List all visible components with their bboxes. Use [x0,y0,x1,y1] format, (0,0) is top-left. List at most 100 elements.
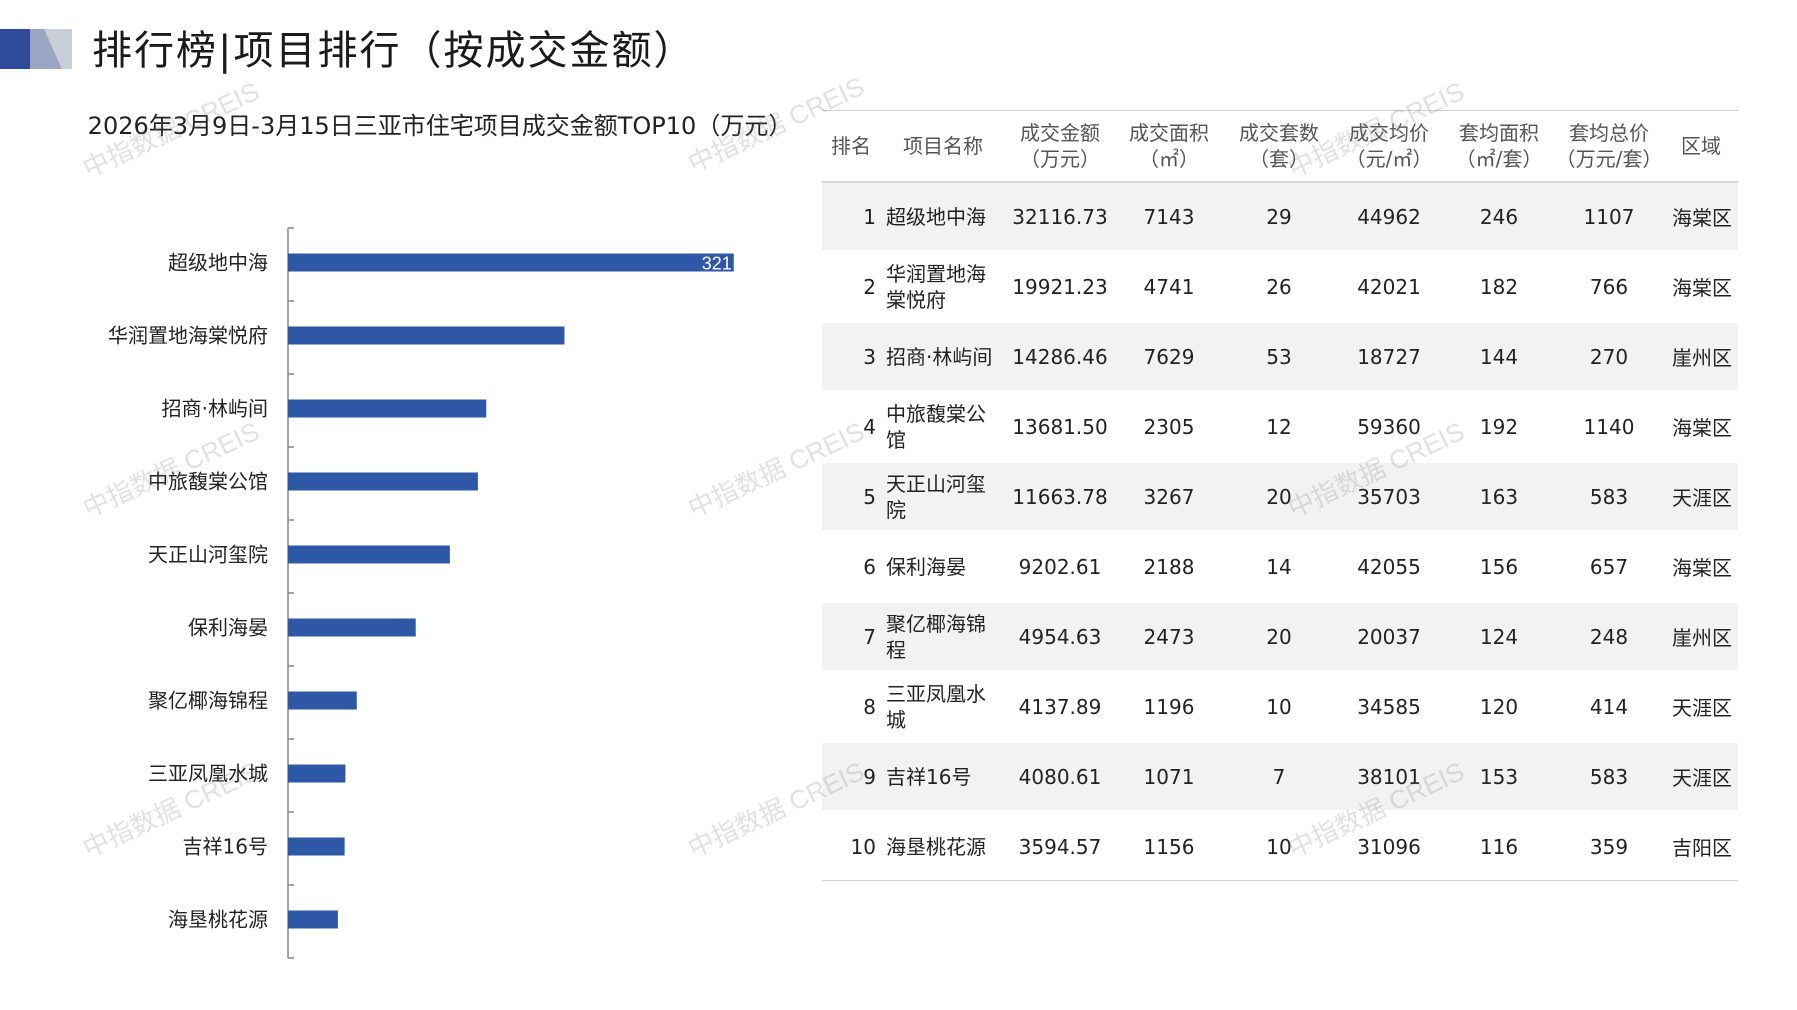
bar-4 [288,472,478,491]
table-cell: 10 [822,811,880,881]
table-cell: 766 [1554,251,1664,323]
table-cell: 华润置地海棠悦府 [880,251,1006,323]
category-label: 海垦桃花源 [168,908,268,932]
column-header: 成交均价 （元/㎡） [1345,121,1433,171]
table-cell: 44962 [1334,182,1444,253]
table-cell: 53 [1224,321,1334,393]
table-cell: 156 [1444,531,1554,603]
bar-5 [288,545,450,564]
column-header: 区域 [1681,134,1721,158]
table-cell: 42055 [1334,531,1444,603]
data-label: 321 [702,254,732,274]
table-cell: 31096 [1334,811,1444,881]
category-label: 招商·林屿间 [162,397,268,421]
category-label: 聚亿椰海锦程 [148,689,268,713]
column-header: 排名 [831,134,871,158]
table-cell: 4741 [1114,251,1224,323]
table-cell: 招商·林屿间 [880,321,1006,393]
table-cell: 天涯区 [1664,461,1738,533]
table-cell: 1107 [1554,182,1664,253]
table-cell: 天涯区 [1664,741,1738,813]
table-cell: 4 [822,391,880,463]
category-label: 华润置地海棠悦府 [108,324,268,348]
table-cell: 657 [1554,531,1664,603]
table-cell: 12 [1224,391,1334,463]
table-cell: 120 [1444,671,1554,743]
brand-logo-icon [0,29,72,69]
page-title: 排行榜|项目排行（按成交金额） [92,28,696,74]
column-header: 成交金额 （万元） [1020,121,1100,171]
ranking-table: 排名 项目名称 成交金额 （万元） 成交面积 （㎡） 成交套数 （套） 成交均价 （元/㎡） 套均面… [822,110,1738,881]
table-header-row: 排名 项目名称 成交金额 （万元） 成交面积 （㎡） 成交套数 （套） 成交均价 （元/㎡） 套均面… [822,110,1738,182]
table-cell: 4080.61 [1006,741,1114,813]
bar-2 [288,326,565,345]
column-header: 成交套数 （套） [1239,121,1319,171]
table-cell: 中旅馥棠公馆 [880,391,1006,463]
table-cell: 1140 [1554,391,1664,463]
table-cell: 124 [1444,601,1554,673]
table-cell: 182 [1444,251,1554,323]
table-cell: 14286.46 [1006,321,1114,393]
table-cell: 10 [1224,671,1334,743]
table-cell: 11663.78 [1006,461,1114,533]
table-cell: 9 [822,741,880,813]
table-cell: 34585 [1334,671,1444,743]
table-cell: 7629 [1114,321,1224,393]
table-cell: 414 [1554,671,1664,743]
table-cell: 29 [1224,182,1334,253]
table-cell: 6 [822,531,880,603]
table-cell: 天涯区 [1664,671,1738,743]
table-cell: 1 [822,182,880,253]
table-cell: 海垦桃花源 [880,811,1006,881]
table-cell: 116 [1444,811,1554,881]
table-cell: 三亚凤凰水城 [880,671,1006,743]
category-label: 中旅馥棠公馆 [148,470,268,494]
category-label: 保利海晏 [188,616,268,640]
table-cell: 13681.50 [1006,391,1114,463]
table-cell: 保利海晏 [880,531,1006,603]
table-cell: 海棠区 [1664,251,1738,323]
table-cell: 崖州区 [1664,321,1738,393]
table-cell: 4954.63 [1006,601,1114,673]
category-label: 天正山河玺院 [148,543,268,567]
bar-3 [288,399,487,418]
table-cell: 2473 [1114,601,1224,673]
page-header: 排行榜|项目排行（按成交金额） [0,25,760,85]
bar-7 [288,691,357,710]
table-cell: 32116.73 [1006,182,1114,253]
column-header: 套均总价 （万元/套） [1555,121,1663,171]
table-cell: 3267 [1114,461,1224,533]
table-cell: 1156 [1114,811,1224,881]
column-header: 成交面积 （㎡） [1129,121,1209,171]
table-cell: 163 [1444,461,1554,533]
bar-chart: 超级地中海 321 华润置地海棠悦府招商·林屿间中旅馥棠公馆天正山河玺院保利海晏聚亿… [108,227,734,959]
bar-1 [288,253,734,272]
bar-8 [288,764,346,783]
chart-title: 2026年3月9日-3月15日三亚市住宅项目成交金额TOP10（万元） [87,112,793,140]
table-cell: 20 [1224,601,1334,673]
table-cell: 海棠区 [1664,531,1738,603]
table-cell: 192 [1444,391,1554,463]
table-cell: 4137.89 [1006,671,1114,743]
table-cell: 聚亿椰海锦程 [880,601,1006,673]
table-row: 8 三亚凤凰水城 4137.89 1196 10 34585 120 414 天涯区 [822,671,1738,743]
bar-6 [288,618,416,637]
column-header: 项目名称 [903,134,983,158]
table-cell: 153 [1444,741,1554,813]
table-cell: 18727 [1334,321,1444,393]
table-cell: 144 [1444,321,1554,393]
bar-9 [288,837,345,856]
table-cell: 270 [1554,321,1664,393]
table-row: 4 中旅馥棠公馆 13681.50 2305 12 59360 192 1140 海棠区 [822,391,1738,463]
table-cell: 超级地中海 [880,182,1006,253]
table-cell: 38101 [1334,741,1444,813]
table-cell: 吉祥16号 [880,741,1006,813]
table-cell: 2305 [1114,391,1224,463]
table-cell: 14 [1224,531,1334,603]
table-cell: 3 [822,321,880,393]
table-row: 9 吉祥16号 4080.61 1071 7 38101 153 583 天涯区 [822,741,1738,813]
table-cell: 7 [1224,741,1334,813]
table-cell: 1071 [1114,741,1224,813]
table-cell: 3594.57 [1006,811,1114,881]
table-cell: 9202.61 [1006,531,1114,603]
